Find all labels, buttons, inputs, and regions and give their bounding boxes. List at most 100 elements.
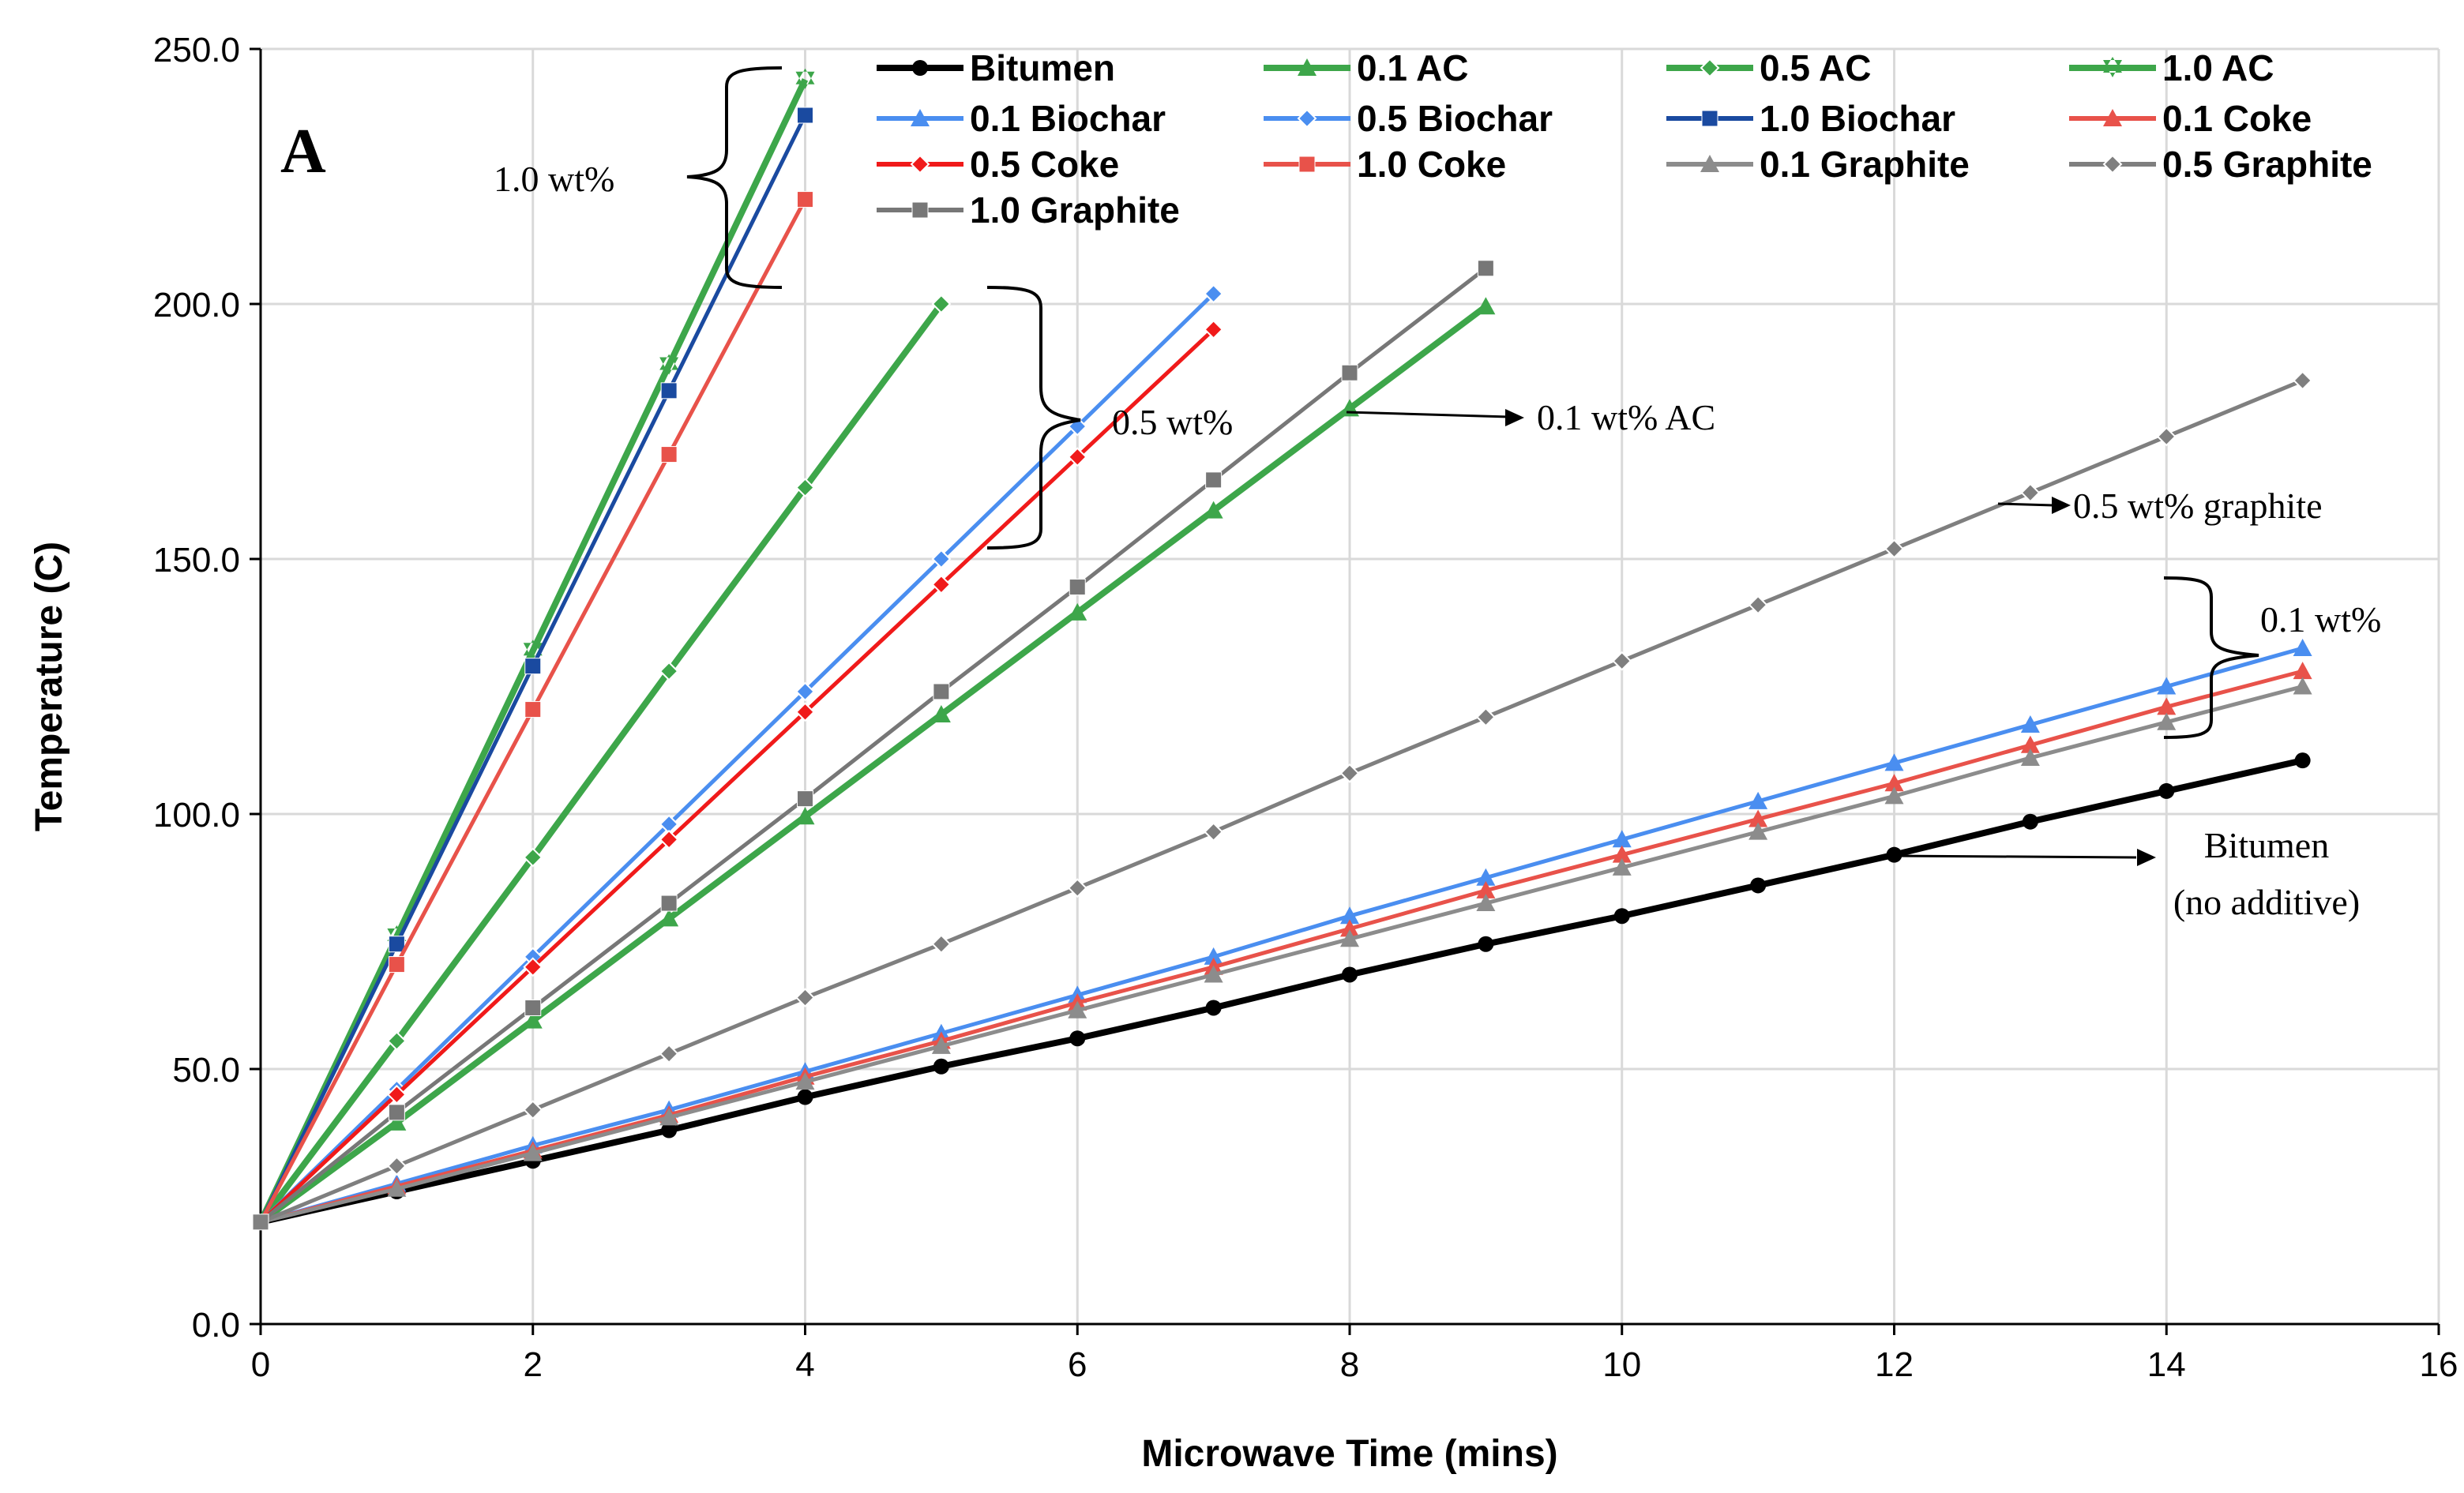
point-1-0-graphite-5	[933, 683, 950, 700]
point-0-5-biochar-4	[795, 681, 815, 702]
series-1-0-biochar	[258, 107, 813, 1223]
point-0-5-ac-4	[795, 478, 815, 497]
series-line-1-0-ac	[257, 78, 809, 1224]
point-0-5-graphite-3	[659, 1044, 679, 1064]
point-1-0-graphite-2	[524, 999, 542, 1016]
point-1-0-coke-4	[797, 191, 813, 208]
legend-label-0-5-graphite: 0.5 Graphite	[2162, 144, 2372, 185]
x-tick-label-2: 2	[524, 1345, 543, 1384]
point-1-0-ac-3	[659, 354, 679, 375]
point-0-5-graphite-14	[2156, 426, 2177, 447]
brace-05wt	[986, 286, 1081, 550]
legend-marker-1-0-ac	[2103, 57, 2122, 77]
point-0-5-coke-5	[931, 574, 952, 595]
series-0-5-ac	[257, 294, 952, 1225]
legend-label-0-1-biochar: 0.1 Biochar	[970, 98, 1166, 139]
series-line-0-1-coke	[260, 669, 2304, 1225]
annotations: 1.0 wt% 0.5 wt% 0.1 wt% AC 0.5 wt% graph…	[494, 66, 2381, 922]
series-line-bitumen	[260, 757, 2304, 1225]
point-0-5-biochar-7	[1204, 283, 1224, 304]
legend-item-0-1-graphite: 0.1 Graphite	[1666, 144, 1970, 185]
x-axis-title: Microwave Time (mins)	[1141, 1433, 1557, 1475]
point-0-5-graphite-12	[1884, 538, 1904, 559]
point-bitumen-10	[1613, 908, 1630, 925]
point-1-0-graphite-3	[660, 895, 678, 912]
point-0-5-coke-6	[1067, 447, 1087, 467]
legend-item-0-5-biochar: 0.5 Biochar	[1264, 98, 1553, 139]
legend-label-1-0-ac: 1.0 AC	[2162, 47, 2274, 88]
annot-05wt: 0.5 wt%	[1112, 402, 1233, 442]
point-0-5-biochar-5	[931, 549, 952, 569]
point-0-5-graphite-13	[2020, 482, 2041, 503]
y-tick-label-250: 250.0	[153, 31, 240, 69]
point-0-1-ac-3	[659, 909, 679, 927]
y-axis-title: Temperature (C)	[28, 542, 70, 831]
series-layer	[252, 68, 2313, 1231]
point-0-1-graphite-12	[1884, 786, 1904, 805]
annot-1wt: 1.0 wt%	[494, 159, 614, 199]
point-bitumen-15	[2294, 752, 2311, 769]
point-0-5-graphite-8	[1339, 763, 1360, 783]
legend-item-1-0-coke: 1.0 Coke	[1264, 144, 1506, 185]
point-1-0-ac-4	[795, 68, 815, 89]
point-0-1-coke-8	[1340, 919, 1359, 937]
start-point	[252, 1214, 269, 1231]
point-0-1-biochar-7	[1204, 947, 1223, 965]
series-line-0-1-graphite	[260, 685, 2304, 1225]
point-bitumen-7	[1205, 1000, 1222, 1016]
series-line-0-1-biochar	[260, 646, 2304, 1225]
brace-01wt	[2163, 576, 2259, 739]
point-0-5-graphite-1	[386, 1156, 407, 1176]
y-tick-label-100: 100.0	[153, 796, 240, 835]
point-0-1-graphite-1	[387, 1179, 407, 1197]
legend-label-1-0-coke: 1.0 Coke	[1357, 144, 1506, 185]
point-0-5-graphite-9	[1475, 707, 1496, 727]
legend-item-0-1-coke: 0.1 Coke	[2069, 98, 2312, 139]
legend-item-0-1-ac: 0.1 AC	[1264, 47, 1468, 88]
point-0-1-coke-9	[1476, 880, 1496, 898]
legend-marker-0-1-graphite	[1700, 155, 1719, 172]
x-tick-label-0: 0	[251, 1345, 270, 1384]
series-0-5-coke	[259, 319, 1224, 1224]
annot-graphite05: 0.5 wt% graphite	[2073, 486, 2323, 526]
legend-marker-0-1-biochar	[911, 109, 930, 126]
legend-label-1-0-biochar: 1.0 Biochar	[1760, 98, 1955, 139]
point-1-0-biochar-4	[797, 107, 813, 124]
point-bitumen-6	[1069, 1030, 1086, 1047]
point-0-1-graphite-7	[1204, 965, 1223, 983]
point-0-5-coke-2	[523, 957, 543, 977]
legend-marker-0-1-ac	[1298, 58, 1317, 76]
legend-marker-0-5-coke	[910, 154, 930, 174]
legend-item-1-0-ac: 1.0 AC	[2069, 47, 2274, 88]
legend-label-0-5-coke: 0.5 Coke	[970, 144, 1119, 185]
point-0-5-graphite-10	[1612, 651, 1632, 671]
point-0-1-ac-9	[1476, 297, 1496, 315]
series-line-1-0-graphite	[259, 266, 1487, 1224]
point-0-1-coke-10	[1612, 845, 1632, 863]
point-1-0-coke-1	[388, 956, 405, 973]
series-0-1-ac	[258, 297, 1496, 1225]
point-1-0-graphite-7	[1205, 471, 1223, 489]
point-0-1-coke-15	[2293, 662, 2312, 680]
legend-item-0-5-graphite: 0.5 Graphite	[2069, 144, 2372, 185]
point-0-5-graphite-2	[523, 1100, 543, 1120]
point-0-1-ac-4	[795, 807, 815, 825]
panel-label: A	[280, 117, 326, 186]
legend-label-0-5-ac: 0.5 AC	[1760, 47, 1871, 88]
axes: 0 2 4 6 8 10 12 14 16 0.0 50.0 100.0 150.0 200.0 250.0…	[28, 31, 2458, 1475]
series-0-1-graphite	[260, 677, 2312, 1225]
series-0-1-biochar	[260, 639, 2312, 1225]
legend-item-1-0-graphite: 1.0 Graphite	[877, 189, 1180, 231]
legend-marker-1-0-biochar	[1701, 110, 1718, 127]
arrow-graphite05	[1997, 502, 2054, 507]
point-0-1-graphite-3	[659, 1108, 679, 1126]
point-bitumen-13	[2022, 813, 2038, 830]
point-0-1-biochar-13	[2020, 715, 2040, 733]
point-0-1-biochar-12	[1884, 753, 1904, 771]
series-1-0-graphite	[259, 260, 1494, 1224]
point-0-5-graphite-11	[1748, 595, 1768, 615]
point-0-5-graphite-15	[2293, 370, 2313, 391]
point-bitumen-5	[933, 1058, 949, 1075]
legend-marker-bitumen	[912, 60, 928, 76]
